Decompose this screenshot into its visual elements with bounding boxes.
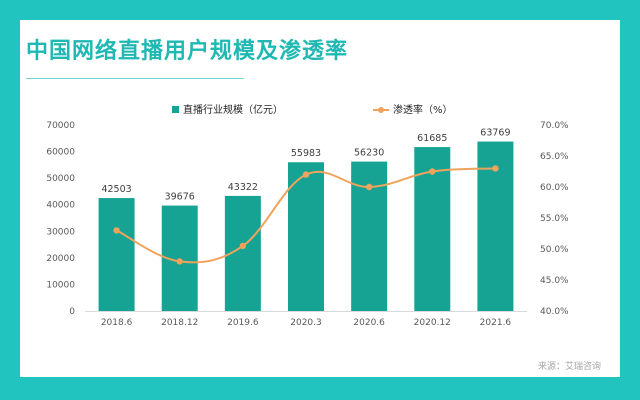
x-axis-tick-label: 2020.3 <box>290 318 322 328</box>
right-axis-tick-label: 70.0% <box>540 121 569 131</box>
legend-bar-label: 直播行业规模（亿元） <box>183 103 283 116</box>
right-axis-tick-label: 65.0% <box>540 152 569 162</box>
left-axis-tick-label: 70000 <box>46 121 75 131</box>
bar-data-label: 39676 <box>165 192 195 203</box>
x-axis-tick-label: 2018.12 <box>161 318 198 328</box>
left-axis-tick-label: 20000 <box>46 254 75 264</box>
left-axis-tick-label: 40000 <box>46 201 75 211</box>
right-axis-tick-label: 60.0% <box>540 183 569 193</box>
penetration-rate-point <box>365 183 373 191</box>
penetration-rate-point <box>113 227 120 234</box>
x-axis-tick-label: 2021.6 <box>480 318 512 328</box>
bar-data-label: 63769 <box>480 128 510 139</box>
x-axis-tick-label: 2019.6 <box>227 318 259 328</box>
bar-data-label: 43322 <box>228 182 258 193</box>
bar <box>288 162 324 311</box>
right-axis-tick-label: 45.0% <box>540 276 569 286</box>
bar-data-label: 56230 <box>354 148 384 159</box>
left-axis-tick-label: 0 <box>69 307 75 317</box>
left-axis-tick-label: 10000 <box>46 280 75 290</box>
left-axis-tick-label: 30000 <box>46 227 75 237</box>
x-axis-tick-label: 2020.6 <box>353 318 385 328</box>
left-axis-tick-label: 50000 <box>46 174 75 184</box>
right-axis-tick-label: 50.0% <box>540 245 569 255</box>
penetration-rate-point <box>429 168 436 175</box>
bar-data-label: 42503 <box>101 184 131 195</box>
legend-bar-swatch <box>172 106 179 113</box>
penetration-rate-point <box>239 242 247 250</box>
bar-data-label: 61685 <box>417 133 447 144</box>
right-axis-tick-label: 55.0% <box>540 214 569 224</box>
legend-line-marker <box>378 107 384 113</box>
chart-title: 中国网络直播用户规模及渗透率 <box>26 39 349 64</box>
penetration-rate-point <box>302 171 310 178</box>
penetration-rate-point <box>176 258 183 265</box>
title-divider <box>26 78 244 79</box>
right-axis-tick-label: 40.0% <box>540 307 569 317</box>
left-axis-tick-label: 60000 <box>46 148 75 158</box>
source-note: 来源：艾瑞咨询 <box>538 362 602 372</box>
x-axis-tick-label: 2020.12 <box>414 318 451 328</box>
penetration-rate-point <box>492 165 499 172</box>
bar-data-label: 55983 <box>291 148 321 159</box>
legend-line-label: 渗透率（%） <box>393 103 453 116</box>
bar <box>98 198 135 311</box>
x-axis-tick-label: 2018.6 <box>101 318 133 328</box>
